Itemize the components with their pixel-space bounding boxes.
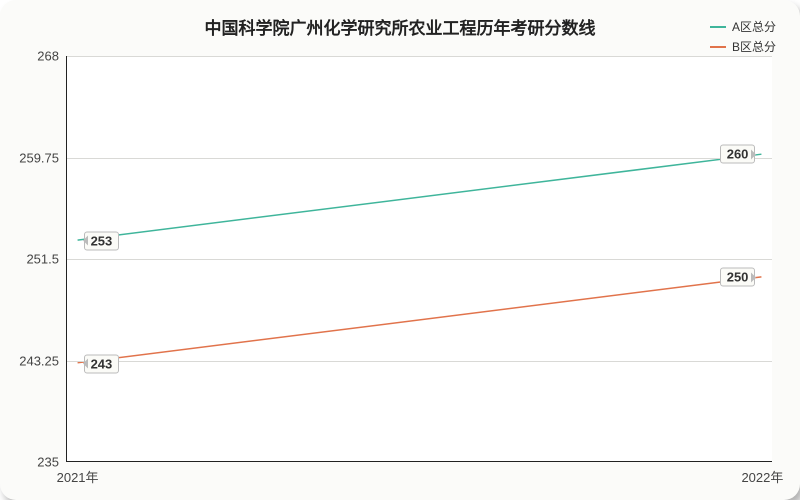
y-tick-label: 259.75 bbox=[19, 150, 67, 165]
plot-area: 235243.25251.5259.752682021年2022年2532602… bbox=[66, 56, 772, 462]
gridline bbox=[67, 158, 772, 159]
legend-item: A区总分 bbox=[710, 18, 776, 35]
legend-label: B区总分 bbox=[732, 38, 776, 55]
x-tick-label: 2021年 bbox=[57, 461, 99, 486]
x-tick-label: 2022年 bbox=[741, 461, 783, 486]
y-tick-label: 268 bbox=[37, 49, 67, 64]
data-label: 253 bbox=[84, 231, 120, 250]
series-line bbox=[78, 154, 762, 240]
data-label: 250 bbox=[720, 268, 756, 287]
gridline bbox=[67, 56, 772, 57]
chart-container: 中国科学院广州化学研究所农业工程历年考研分数线 A区总分B区总分 235243.… bbox=[0, 0, 800, 500]
chart-title: 中国科学院广州化学研究所农业工程历年考研分数线 bbox=[0, 14, 800, 39]
legend: A区总分 B区总分 bbox=[710, 18, 776, 58]
legend-swatch bbox=[710, 46, 726, 48]
data-label: 260 bbox=[720, 145, 756, 164]
data-label: 243 bbox=[84, 354, 120, 373]
gridline bbox=[67, 361, 772, 362]
y-tick-label: 251.5 bbox=[26, 252, 67, 267]
y-tick-label: 243.25 bbox=[19, 353, 67, 368]
legend-label: A区总分 bbox=[732, 18, 776, 35]
legend-swatch bbox=[710, 26, 726, 28]
gridline bbox=[67, 259, 772, 260]
series-line bbox=[78, 277, 762, 363]
legend-item: B区总分 bbox=[710, 38, 776, 55]
